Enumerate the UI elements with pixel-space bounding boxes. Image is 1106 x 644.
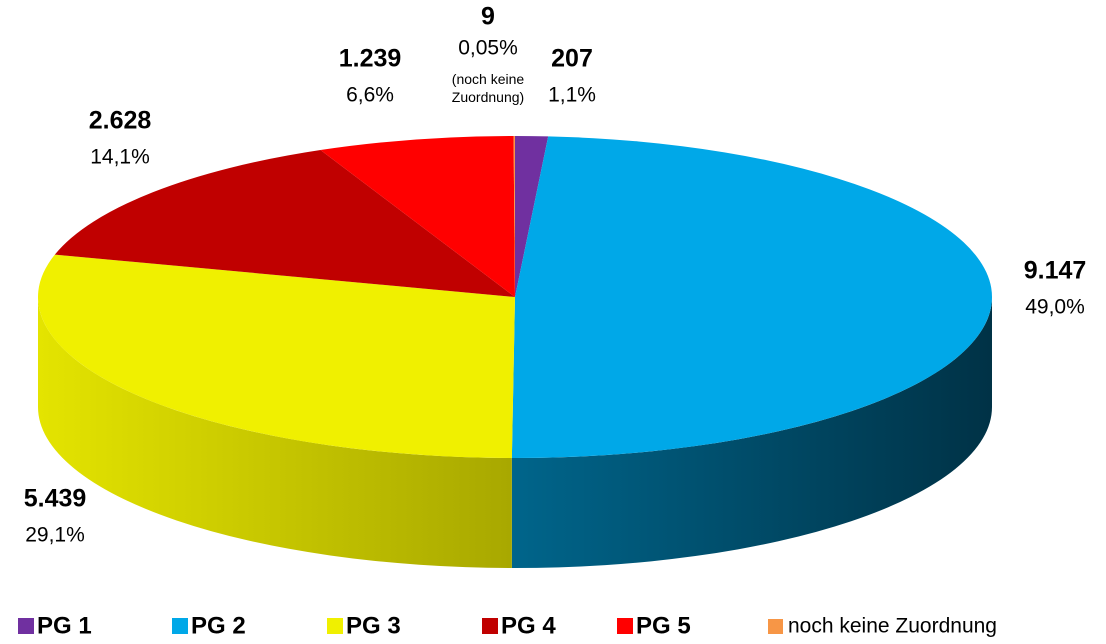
legend-swatch bbox=[768, 619, 783, 634]
percent-label: 6,6% bbox=[346, 84, 394, 107]
legend-label: noch keine Zuordnung bbox=[788, 615, 997, 638]
percent-label: 0,05% bbox=[458, 37, 518, 60]
legend-swatch bbox=[327, 618, 343, 634]
pie-side bbox=[38, 297, 512, 568]
legend-swatch bbox=[617, 618, 633, 634]
legend-swatch bbox=[172, 618, 188, 634]
percent-label: 29,1% bbox=[25, 524, 85, 547]
legend-swatch bbox=[482, 618, 498, 634]
pie-slice bbox=[37, 254, 515, 458]
pie-slice bbox=[515, 136, 549, 297]
value-label: 9.147 bbox=[1024, 257, 1087, 285]
annotation: (noch keine Zuordnung) bbox=[452, 71, 525, 105]
value-label: 207 bbox=[551, 45, 593, 73]
value-label: 5.439 bbox=[24, 485, 87, 513]
legend-label: PG 4 bbox=[501, 612, 556, 639]
pie-side bbox=[511, 297, 992, 568]
pie-slice bbox=[513, 136, 515, 297]
legend-label: PG 5 bbox=[636, 612, 691, 639]
legend-label: PG 1 bbox=[37, 612, 92, 639]
percent-label: 49,0% bbox=[1025, 296, 1085, 319]
value-label: 2.628 bbox=[89, 107, 152, 135]
value-label: 1.239 bbox=[339, 45, 402, 73]
pie-slice bbox=[511, 136, 992, 458]
legend-swatch bbox=[18, 618, 34, 634]
percent-label: 1,1% bbox=[548, 84, 596, 107]
pie-slice bbox=[54, 149, 515, 297]
annotation-line: Zuordnung) bbox=[452, 89, 524, 105]
annotation-line: (noch keine bbox=[452, 71, 525, 87]
legend-label: PG 3 bbox=[346, 612, 401, 639]
percent-label: 14,1% bbox=[90, 146, 150, 169]
legend-label: PG 2 bbox=[191, 612, 246, 639]
value-label: 9 bbox=[481, 3, 495, 31]
pie-slice bbox=[320, 136, 515, 297]
